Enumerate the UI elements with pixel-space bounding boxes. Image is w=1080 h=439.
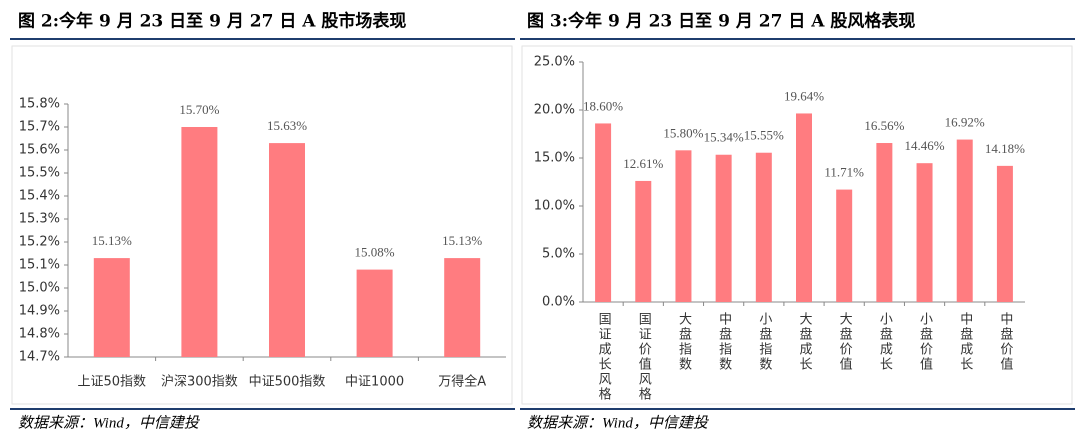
x-tick-label: 大盘成长: [797, 312, 813, 372]
x-tick-label: 中证1000: [345, 375, 404, 390]
chart-frame: [11, 45, 513, 405]
bar: [755, 152, 772, 302]
x-tick-label: 上证50指数: [78, 375, 147, 390]
bar: [181, 127, 218, 357]
value-label: 16.56%: [864, 118, 904, 133]
bar: [956, 139, 973, 302]
bar: [356, 269, 393, 357]
x-tick-label: 大盘指数: [676, 312, 692, 372]
y-tick-label: 15.6%: [19, 143, 60, 158]
y-tick-label: 25.0%: [534, 55, 575, 70]
y-tick-label: 0.0%: [542, 295, 575, 310]
y-tick-label: 15.0%: [19, 281, 60, 296]
bar: [269, 143, 305, 357]
value-label: 15.80%: [663, 125, 703, 140]
chart-title: 图 3:今年 9 月 23 日至 9 月 27 日 A 股风格表现: [527, 11, 915, 32]
bar: [93, 258, 130, 357]
source: 数据来源：Wind，中信建投: [527, 414, 710, 431]
chart-frame: [521, 45, 1073, 405]
bar: [635, 180, 652, 302]
y-tick-label: 15.7%: [19, 120, 60, 135]
bar: [796, 113, 812, 303]
value-label: 15.55%: [744, 128, 784, 143]
bar: [444, 258, 481, 357]
x-tick-label: 国证成长风格: [596, 312, 612, 402]
value-label: 16.92%: [945, 115, 985, 130]
value-label: 15.63%: [267, 118, 307, 133]
y-tick-label: 14.8%: [19, 327, 60, 342]
value-label: 14.46%: [904, 138, 944, 153]
y-tick-label: 5.0%: [542, 247, 575, 262]
x-tick-label: 小盘指数: [756, 312, 772, 372]
y-tick-label: 15.1%: [19, 258, 60, 273]
bar: [876, 143, 893, 302]
y-tick-label: 15.0%: [534, 151, 575, 166]
x-tick-label: 中证500指数: [249, 375, 326, 390]
bar: [836, 189, 853, 302]
value-label: 15.70%: [179, 102, 219, 117]
x-tick-label: 小盘价值: [917, 312, 933, 372]
bar: [715, 154, 732, 302]
x-tick-label: 中盘指数: [716, 312, 732, 372]
bar: [595, 123, 612, 302]
chart-title: 图 2:今年 9 月 23 日至 9 月 27 日 A 股市场表现: [18, 11, 406, 32]
x-tick-label: 中盘价值: [997, 312, 1013, 372]
y-tick-label: 15.4%: [19, 189, 60, 204]
value-label: 15.34%: [704, 130, 744, 145]
y-tick-label: 10.0%: [534, 199, 575, 214]
value-label: 11.71%: [824, 165, 864, 180]
x-tick-label: 大盘价值: [837, 312, 853, 372]
y-tick-label: 15.8%: [19, 97, 60, 112]
y-tick-label: 15.5%: [19, 166, 60, 181]
value-label: 15.13%: [442, 233, 482, 248]
x-tick-label: 万得全A: [438, 374, 486, 390]
x-tick-label: 国证价值风格: [636, 312, 652, 402]
y-tick-label: 20.0%: [534, 103, 575, 118]
y-tick-label: 14.9%: [19, 304, 60, 319]
source: 数据来源：Wind，中信建投: [18, 414, 201, 431]
value-label: 15.08%: [355, 245, 395, 260]
value-label: 15.13%: [92, 233, 132, 248]
bar: [996, 165, 1013, 302]
value-label: 19.64%: [784, 88, 824, 103]
y-tick-label: 15.2%: [19, 235, 60, 250]
x-tick-label: 中盘成长: [957, 312, 973, 372]
x-tick-label: 沪深300指数: [161, 374, 238, 390]
y-tick-label: 15.3%: [19, 212, 60, 227]
bar: [916, 163, 933, 302]
y-tick-label: 14.7%: [19, 350, 60, 365]
x-tick-label: 小盘成长: [877, 312, 893, 372]
bar: [675, 150, 692, 302]
value-label: 12.61%: [623, 156, 663, 171]
value-label: 18.60%: [583, 98, 623, 113]
value-label: 14.18%: [985, 141, 1025, 156]
